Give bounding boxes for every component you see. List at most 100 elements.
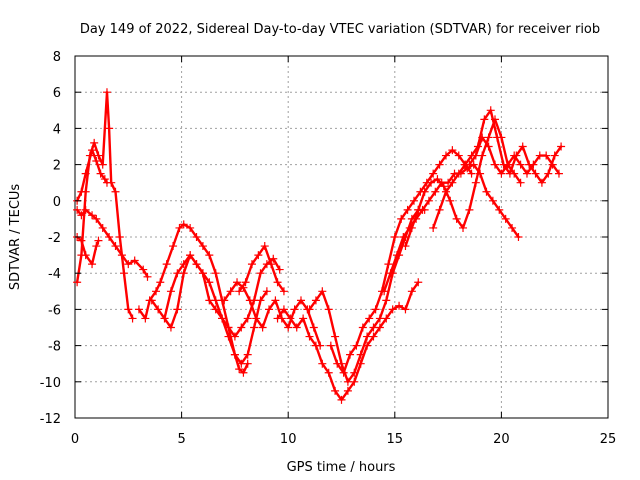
data-point [241,278,250,287]
x-tick-label: 0 [71,432,79,447]
y-tick-label: 0 [53,195,61,210]
data-point [88,211,97,220]
series-track [223,281,322,347]
data-point [537,178,546,187]
data-point [290,305,299,314]
data-point [493,133,502,142]
data-point [531,169,540,178]
data-point [318,359,327,368]
data-point [115,233,124,241]
data-point [484,142,493,151]
data-point [237,323,246,332]
data-point [326,341,335,350]
data-point [166,323,175,332]
data-point [254,251,263,260]
data-point [441,151,450,160]
data-point [105,124,114,133]
data-point [139,265,148,274]
data-point [482,187,491,196]
data-point [220,296,229,305]
x-tick-label: 5 [177,432,185,447]
data-point [448,146,457,155]
series-track [75,148,109,202]
y-tick-label: -2 [48,231,61,246]
data-point [508,223,517,232]
data-point [331,386,340,395]
data-point [395,301,404,310]
data-point [435,160,444,169]
series-track-9 [235,242,288,296]
x-tick-label: 10 [280,432,297,447]
data-point [557,142,566,151]
data-point [256,269,265,278]
data-point [98,160,107,169]
data-point [548,160,557,169]
data-point [147,296,156,305]
data-point [250,323,259,332]
data-point [401,305,410,314]
data-point [243,314,252,323]
data-point [152,287,161,296]
data-point [429,223,438,232]
data-point [205,278,214,287]
data-point [245,296,254,305]
data-point [331,332,340,341]
data-point [94,236,103,245]
data-point [205,251,214,260]
data-point [550,151,559,160]
data-point [88,146,97,155]
data-point [279,287,288,296]
data-point [230,332,239,341]
data-point [237,359,246,368]
data-point [111,187,120,196]
data-point [465,205,474,214]
data-point [143,272,152,281]
data-point [452,214,461,223]
data-point [77,187,86,196]
data-point [356,350,365,359]
data-point [267,260,276,269]
data-point [292,323,301,332]
data-point [369,323,378,332]
y-tick-label: -12 [40,412,61,427]
y-tick-label: 2 [53,159,61,174]
data-point [318,287,327,296]
data-point [514,233,523,241]
data-point [501,214,510,223]
data-point [324,305,333,314]
data-point [81,205,90,214]
data-point [399,233,408,241]
data-point [414,205,423,214]
data-point [77,211,86,220]
data-point [554,169,563,178]
x-tick-label: 20 [493,432,510,447]
series-track [75,91,134,320]
series-track-6 [147,251,271,368]
data-point [247,260,256,269]
data-point [384,260,393,269]
data-point [81,169,90,178]
data-point [111,242,120,251]
data-point [124,305,133,314]
data-point [471,151,480,160]
data-point [179,269,188,278]
data-point [299,314,308,323]
data-point [510,151,519,160]
data-point [130,256,139,265]
chart-title: Day 149 of 2022, Sidereal Day-to-day VTE… [80,22,600,37]
data-point [198,242,207,251]
data-point [262,287,271,296]
data-point [350,368,359,377]
series-track [382,163,520,293]
data-point [141,314,150,323]
data-point [186,223,195,232]
data-point [169,242,178,251]
data-point [503,160,512,169]
data-point [491,160,500,169]
data-point [105,233,114,241]
data-point [98,223,107,232]
y-tick-label: -10 [40,376,61,391]
data-point [386,269,395,278]
series-track [308,208,426,383]
data-point [175,223,184,232]
